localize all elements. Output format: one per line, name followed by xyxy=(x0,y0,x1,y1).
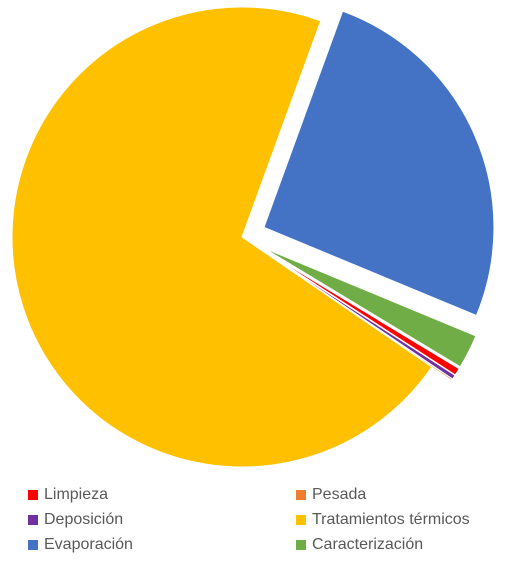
legend-swatch-limpieza xyxy=(28,490,38,500)
legend-label-caracterizacion: Caracterización xyxy=(312,536,424,553)
legend-label-evaporacion: Evaporación xyxy=(44,536,133,553)
legend-item-caracterizacion: Caracterización xyxy=(296,534,525,556)
pie-slice-limpieza xyxy=(262,249,460,376)
legend-label-limpieza: Limpieza xyxy=(44,486,109,503)
legend-swatch-deposicion xyxy=(28,515,38,525)
legend-item-deposicion: Deposición xyxy=(28,509,296,531)
legend-label-tratamientos-termicos: Tratamientos térmicos xyxy=(312,511,470,528)
pie-slice-tratamientos-termicos xyxy=(11,6,433,468)
legend-label-pesada: Pesada xyxy=(312,486,367,503)
legend-swatch-tratamientos-termicos xyxy=(296,515,306,525)
legend-item-tratamientos-termicos: Tratamientos térmicos xyxy=(296,509,525,531)
chart-legend: Limpieza Pesada Deposición Tratamientos … xyxy=(28,484,525,556)
legend-label-deposicion: Deposición xyxy=(44,511,124,528)
legend-item-evaporacion: Evaporación xyxy=(28,534,296,556)
pie-slice-evaporacion xyxy=(263,10,495,317)
legend-swatch-caracterizacion xyxy=(296,540,306,550)
legend-item-pesada: Pesada xyxy=(296,484,525,506)
pie-chart xyxy=(11,6,495,468)
pie-slice-caracterizacion xyxy=(263,247,477,368)
legend-item-limpieza: Limpieza xyxy=(28,484,296,506)
legend-swatch-pesada xyxy=(296,490,306,500)
legend-swatch-evaporacion xyxy=(28,540,38,550)
